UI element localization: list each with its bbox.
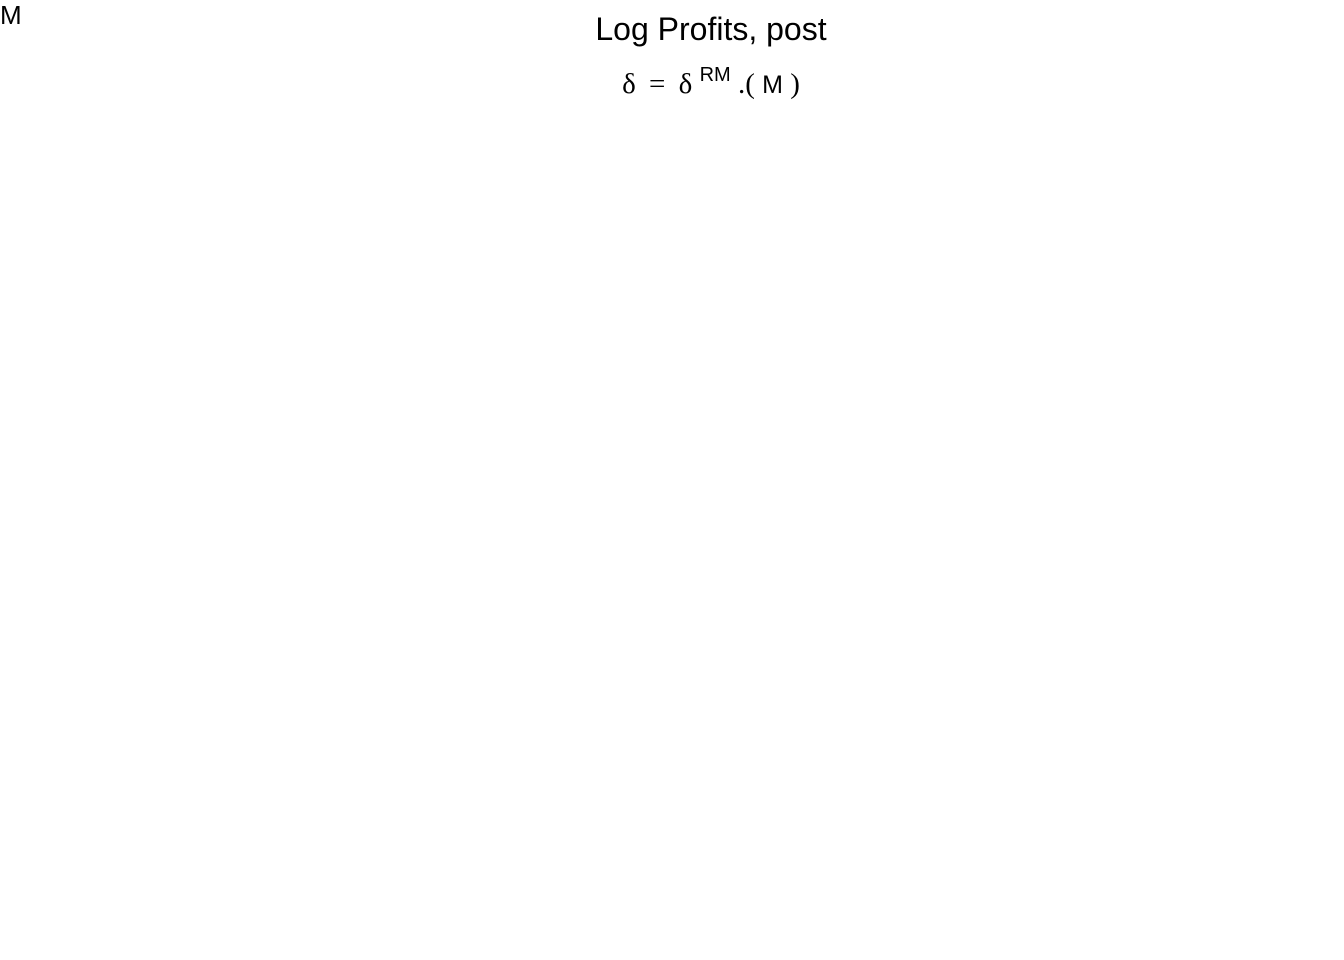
subtitle-equals: = — [649, 68, 665, 100]
chart-subtitle: δ = δ RM .( M ) — [622, 56, 800, 100]
subtitle-arg: M — [762, 71, 783, 99]
chart-title: Log Profits, post — [595, 11, 826, 47]
subtitle-superscript: RM — [700, 64, 731, 86]
subtitle-arg-prefix: .( — [738, 68, 755, 100]
subtitle-arg-suffix: ) — [790, 68, 800, 100]
subtitle-rhs: δ — [679, 68, 693, 100]
subtitle-lhs: δ — [622, 68, 636, 100]
x-axis-title: M — [0, 0, 22, 30]
